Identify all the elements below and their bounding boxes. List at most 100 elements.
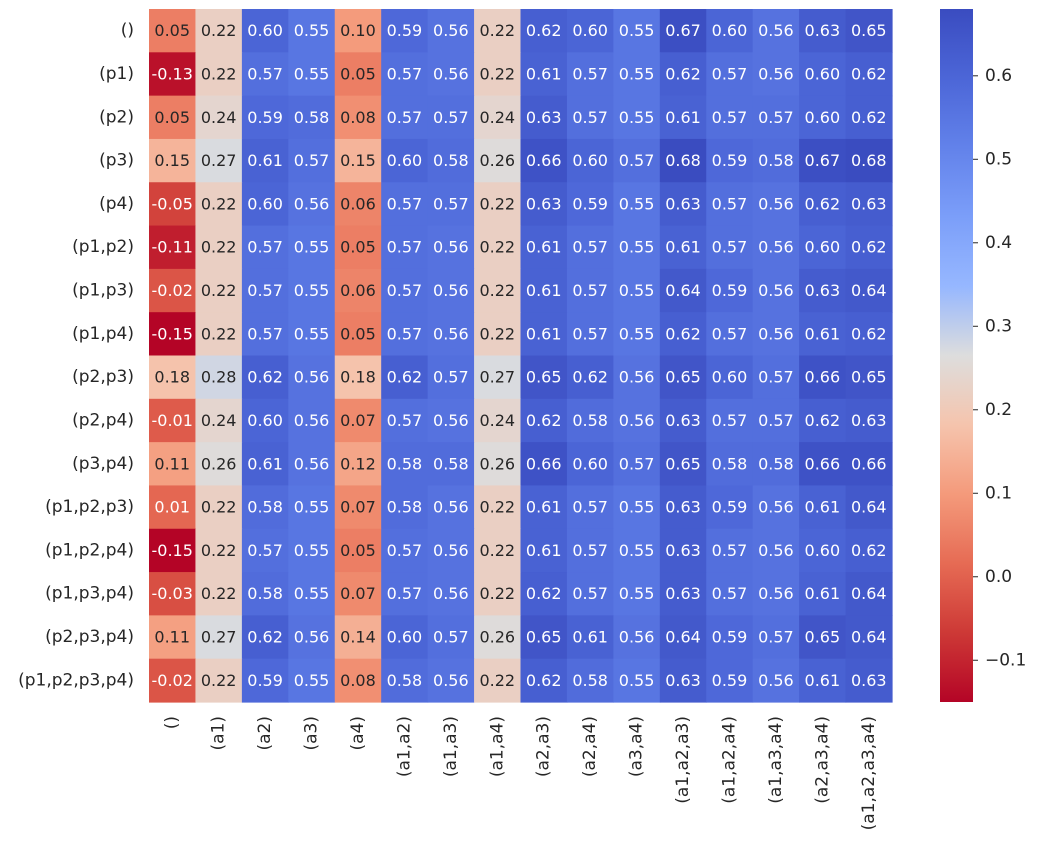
heatmap-cell	[706, 138, 754, 183]
heatmap-cell	[474, 225, 522, 270]
cell-annotation: 0.56	[758, 541, 794, 560]
heatmap-cell	[520, 355, 568, 400]
cell-annotation: 0.55	[294, 238, 330, 257]
cell-annotation: 0.57	[619, 454, 655, 473]
colorbar-ticks: −0.1 0.0 0.1 0.2 0.3 0.4 0.5 0.6	[973, 66, 1026, 670]
cell-annotation: 0.62	[247, 368, 283, 387]
heatmap-cell	[474, 268, 522, 313]
cell-annotation: 0.55	[619, 324, 655, 343]
cell-annotation: 0.22	[479, 584, 515, 603]
cell-annotation: 0.15	[154, 151, 190, 170]
heatmap-cell	[706, 268, 754, 313]
heatmap-cell	[195, 182, 243, 227]
cell-annotation: 0.26	[201, 454, 237, 473]
cell-annotation: 0.55	[619, 281, 655, 300]
cell-annotation: 0.64	[851, 628, 887, 647]
cell-annotation: 0.58	[433, 454, 469, 473]
cell-annotation: 0.14	[340, 628, 376, 647]
heatmap-cell	[149, 52, 197, 97]
heatmap-cell	[149, 398, 197, 443]
heatmap-cell	[706, 615, 754, 660]
cell-annotation: 0.57	[387, 541, 423, 560]
cell-annotation: 0.55	[294, 541, 330, 560]
cell-annotation: 0.22	[201, 541, 237, 560]
heatmap-cell	[659, 95, 707, 140]
cell-annotation: 0.07	[340, 411, 376, 430]
cell-annotation: 0.55	[294, 64, 330, 83]
x-tick-label: (a2)	[255, 716, 275, 751]
cell-annotation: 0.65	[851, 21, 887, 40]
heatmap-cell	[427, 572, 475, 616]
heatmap-cell	[288, 9, 336, 53]
colorbar-tick-label: 0.3	[985, 316, 1012, 336]
cell-annotation: 0.60	[247, 194, 283, 213]
cell-annotation: 0.63	[851, 411, 887, 430]
cell-annotation: 0.56	[433, 21, 469, 40]
cell-annotation: 0.62	[665, 324, 701, 343]
heatmap-cell	[241, 485, 289, 530]
cell-annotation: 0.61	[805, 671, 841, 690]
heatmap-cell	[288, 312, 336, 357]
cell-annotation: 0.22	[201, 671, 237, 690]
heatmap-cell	[659, 398, 707, 443]
heatmap-cell	[613, 528, 661, 573]
cell-annotation: 0.28	[201, 368, 237, 387]
cell-annotation: 0.58	[387, 454, 423, 473]
cell-annotation: 0.22	[201, 64, 237, 83]
cell-annotation: 0.58	[247, 584, 283, 603]
heatmap-cell	[149, 95, 197, 140]
cell-annotation: 0.64	[851, 281, 887, 300]
heatmap-cell	[845, 398, 893, 443]
heatmap-cell	[288, 615, 336, 660]
y-tick-label: ()	[121, 21, 134, 41]
heatmap-cell	[334, 138, 382, 183]
cell-annotation: 0.58	[758, 151, 794, 170]
cell-annotation: 0.62	[526, 21, 562, 40]
heatmap-cell	[799, 528, 847, 573]
cell-annotation: 0.59	[712, 498, 748, 517]
heatmap-cell	[427, 9, 475, 53]
heatmap-cell	[195, 52, 243, 97]
cell-annotation: 0.05	[340, 324, 376, 343]
heatmap-cell	[566, 442, 614, 487]
cell-annotation: 0.56	[433, 584, 469, 603]
heatmap-cell	[520, 9, 568, 53]
heatmap-cell	[520, 398, 568, 443]
heatmap-cell	[845, 355, 893, 400]
cell-annotation: 0.62	[805, 411, 841, 430]
heatmap-cell	[334, 9, 382, 53]
heatmap-cell	[520, 442, 568, 487]
heatmap-cell	[241, 138, 289, 183]
cell-annotation: 0.55	[619, 21, 655, 40]
heatmap-cell	[334, 572, 382, 616]
y-tick-label: (p1,p3,p4)	[45, 584, 134, 604]
cell-annotation: 0.56	[294, 194, 330, 213]
heatmap-cell	[706, 485, 754, 530]
heatmap-cell	[427, 355, 475, 400]
cell-annotation: 0.62	[851, 108, 887, 127]
heatmap-cell	[427, 138, 475, 183]
heatmap-cell	[474, 615, 522, 660]
heatmap-cell	[149, 442, 197, 487]
heatmap-cell	[799, 312, 847, 357]
heatmap-cell	[241, 225, 289, 270]
cell-annotation: 0.59	[712, 281, 748, 300]
cell-annotation: 0.57	[712, 324, 748, 343]
cell-annotation: 0.18	[154, 368, 190, 387]
x-tick-label: (a3)	[302, 716, 322, 751]
cell-annotation: 0.59	[572, 194, 608, 213]
cell-annotation: 0.57	[387, 64, 423, 83]
cell-annotation: 0.22	[479, 498, 515, 517]
heatmap-cell	[566, 572, 614, 616]
cell-annotation: 0.62	[665, 64, 701, 83]
cell-annotation: 0.56	[758, 194, 794, 213]
heatmap-cell	[845, 52, 893, 97]
cell-annotation: -0.05	[152, 194, 193, 213]
heatmap-cell	[381, 52, 429, 97]
heatmap-cell	[381, 355, 429, 400]
cell-annotation: 0.67	[805, 151, 841, 170]
x-tick-label: (a1)	[209, 716, 229, 751]
heatmap-cell	[474, 138, 522, 183]
heatmap-cell	[659, 138, 707, 183]
heatmap-cell	[752, 442, 800, 487]
